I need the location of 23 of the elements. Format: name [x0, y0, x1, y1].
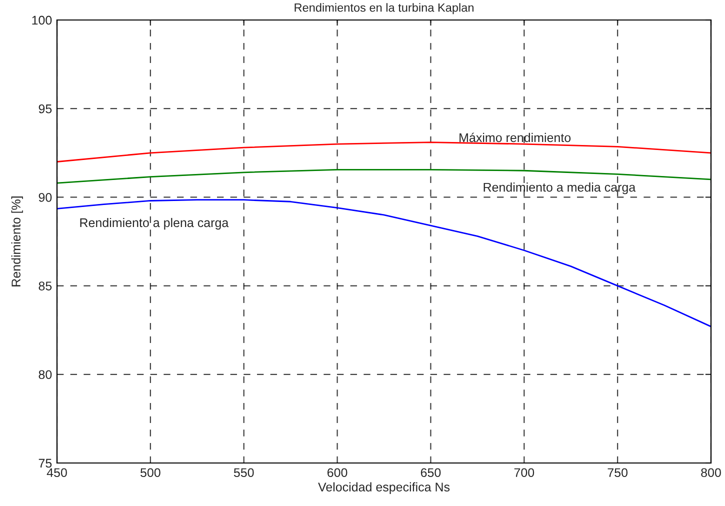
x-tick-label: 450 — [46, 468, 67, 478]
line-series — [57, 142, 711, 162]
series-label: Rendimiento a media carga — [484, 182, 636, 194]
y-axis-title: Rendimiento [%] — [11, 196, 23, 286]
series-label: Rendimiento a plena carga — [80, 218, 229, 230]
x-tick-label: 550 — [234, 468, 254, 478]
y-tick-label: 95 — [38, 104, 52, 114]
x-axis-title: Velocidad especifica Ns — [318, 482, 450, 494]
x-tick-label: 600 — [327, 468, 348, 478]
line-series — [57, 199, 711, 328]
line-series — [57, 169, 711, 184]
x-tick-label: 800 — [701, 468, 721, 478]
x-tick-label: 700 — [514, 468, 534, 478]
y-tick-label: 80 — [38, 370, 52, 380]
x-tick-label: 500 — [140, 468, 160, 478]
series-label: Máximo rendimiento — [460, 132, 571, 142]
y-tick-label: 90 — [38, 193, 52, 202]
y-tick-label: 85 — [38, 282, 52, 290]
x-tick-label: 650 — [420, 468, 441, 478]
x-tick-label: 750 — [608, 468, 628, 478]
y-tick-label: 75 — [38, 458, 52, 468]
y-tick-label: 100 — [32, 16, 52, 25]
chart-title: Rendimientos en la turbina Kaplan — [294, 3, 474, 14]
